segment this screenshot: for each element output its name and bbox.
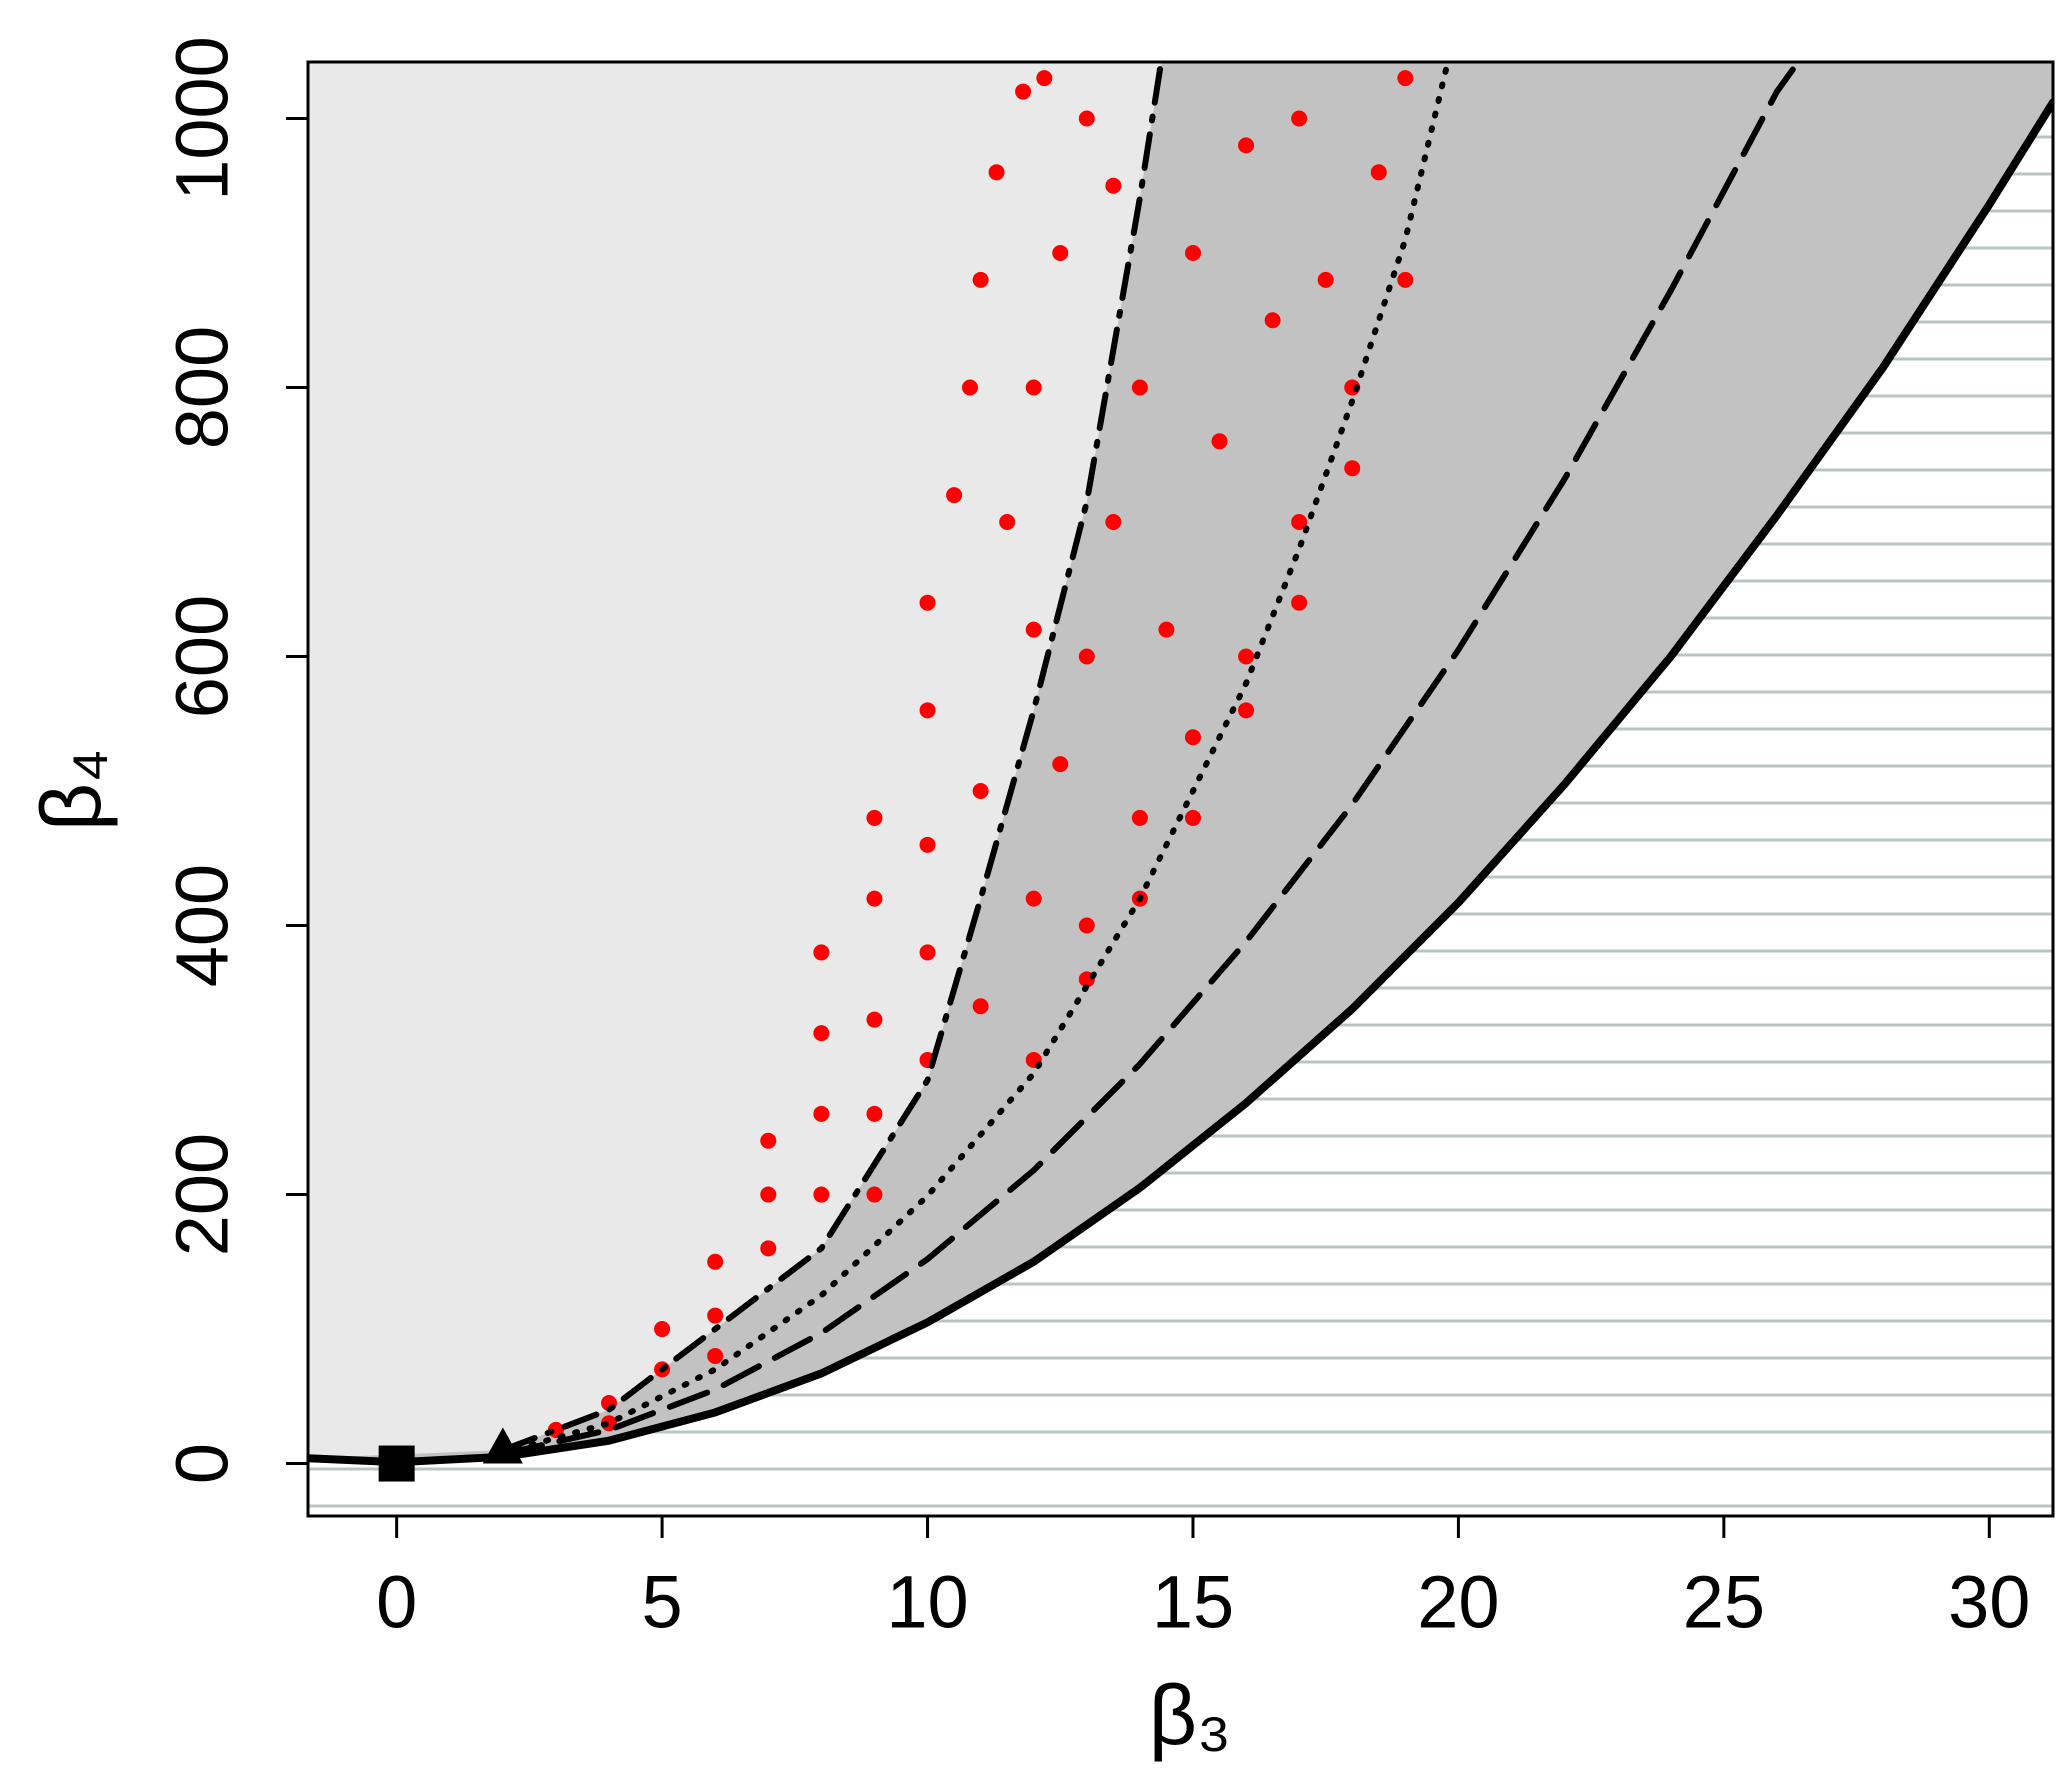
x-tick-label: 10 bbox=[886, 1561, 968, 1644]
point bbox=[1238, 648, 1255, 665]
curve-dashed bbox=[499, 62, 1802, 1458]
point bbox=[866, 809, 883, 826]
point bbox=[988, 164, 1005, 181]
point bbox=[1184, 809, 1201, 826]
point bbox=[919, 702, 936, 719]
point bbox=[1317, 271, 1334, 288]
plot-area bbox=[308, 62, 2053, 1516]
point bbox=[946, 487, 963, 504]
x-axis-label: β₃ bbox=[1149, 1668, 1232, 1762]
point bbox=[866, 1186, 883, 1203]
point bbox=[1131, 809, 1148, 826]
point bbox=[1105, 514, 1122, 531]
point bbox=[1078, 110, 1095, 127]
point bbox=[1238, 137, 1255, 154]
point bbox=[813, 1186, 830, 1203]
curve-dotted bbox=[499, 62, 1451, 1456]
point bbox=[707, 1307, 724, 1324]
point bbox=[1291, 110, 1308, 127]
point bbox=[866, 890, 883, 907]
triangle-marker bbox=[482, 1427, 523, 1464]
point bbox=[1184, 729, 1201, 746]
x-tick-label: 30 bbox=[1948, 1561, 2030, 1644]
point bbox=[1184, 244, 1201, 261]
point bbox=[760, 1240, 777, 1257]
point bbox=[1052, 756, 1069, 773]
point bbox=[1078, 917, 1095, 934]
y-tick-label: 400 bbox=[161, 864, 244, 987]
y-tick-label: 800 bbox=[161, 326, 244, 449]
point bbox=[1105, 177, 1122, 194]
point bbox=[1291, 594, 1308, 611]
point bbox=[813, 1105, 830, 1122]
point bbox=[972, 998, 989, 1015]
point bbox=[1078, 648, 1095, 665]
point bbox=[1370, 164, 1387, 181]
x-tick-label: 0 bbox=[376, 1561, 417, 1644]
point bbox=[866, 1011, 883, 1028]
point bbox=[1036, 70, 1053, 87]
x-tick-label: 20 bbox=[1417, 1561, 1499, 1644]
point bbox=[962, 379, 979, 396]
point bbox=[1131, 379, 1148, 396]
point bbox=[1158, 621, 1175, 638]
x-tick-label: 5 bbox=[642, 1561, 683, 1644]
curve-solid bbox=[308, 98, 2053, 1467]
y-tick-label: 1000 bbox=[161, 36, 244, 201]
point bbox=[1344, 460, 1361, 477]
point bbox=[999, 514, 1016, 531]
x-tick-label: 15 bbox=[1152, 1561, 1234, 1644]
point bbox=[866, 1105, 883, 1122]
point bbox=[1264, 312, 1281, 329]
point bbox=[1025, 379, 1042, 396]
point bbox=[760, 1186, 777, 1203]
point bbox=[919, 944, 936, 961]
point bbox=[972, 783, 989, 800]
y-tick-label: 200 bbox=[161, 1133, 244, 1256]
point bbox=[654, 1321, 671, 1338]
point bbox=[1025, 621, 1042, 638]
curve-dashdot bbox=[499, 62, 1165, 1454]
point bbox=[972, 271, 989, 288]
point bbox=[1238, 702, 1255, 719]
point bbox=[813, 1025, 830, 1042]
y-axis-label: β₄ bbox=[24, 749, 118, 832]
point bbox=[1397, 271, 1414, 288]
point bbox=[919, 836, 936, 853]
point bbox=[707, 1347, 724, 1364]
y-tick-label: 600 bbox=[161, 595, 244, 718]
point bbox=[760, 1132, 777, 1149]
point bbox=[813, 944, 830, 961]
point bbox=[1397, 70, 1414, 87]
point bbox=[919, 594, 936, 611]
point bbox=[1211, 433, 1228, 450]
point bbox=[1291, 514, 1308, 531]
point bbox=[1052, 244, 1069, 261]
point bbox=[1015, 83, 1032, 100]
square-marker bbox=[378, 1445, 415, 1482]
point bbox=[707, 1253, 724, 1270]
shaded-region bbox=[308, 62, 2053, 1463]
y-tick-label: 0 bbox=[161, 1443, 244, 1484]
x-tick-label: 25 bbox=[1683, 1561, 1765, 1644]
point bbox=[1025, 890, 1042, 907]
